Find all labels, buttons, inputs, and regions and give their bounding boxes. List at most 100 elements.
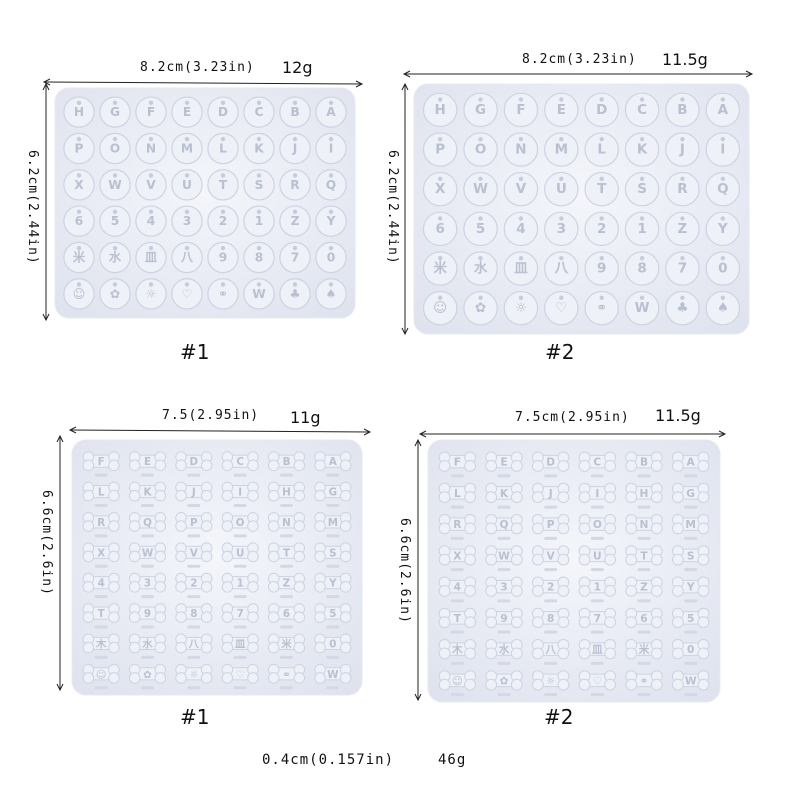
cavity-character: R bbox=[97, 517, 105, 529]
cavity: Z bbox=[665, 211, 700, 247]
cavity: ♠ bbox=[705, 290, 741, 326]
tray-body bbox=[413, 83, 750, 335]
cavity-character: Y bbox=[326, 214, 336, 228]
cavity: 皿 bbox=[578, 638, 617, 665]
cavity-character: X bbox=[74, 178, 84, 192]
cavity-character: 八 bbox=[180, 251, 194, 265]
cavity: 4 bbox=[82, 572, 120, 599]
cavity: 0 bbox=[671, 638, 710, 665]
cavity: I bbox=[578, 482, 617, 509]
cavity-character: W bbox=[142, 547, 154, 559]
cavity: F bbox=[503, 92, 539, 128]
cavity: B bbox=[665, 92, 700, 128]
mold-number: #2 bbox=[544, 705, 574, 729]
cavity-character: R bbox=[677, 181, 688, 197]
cavity-character: D bbox=[596, 102, 607, 118]
cavity: J bbox=[531, 482, 570, 509]
cavity-character: H bbox=[435, 102, 446, 118]
cavity-character: 1 bbox=[637, 221, 646, 237]
height-label: 6.6cm(2.6in) bbox=[397, 518, 412, 624]
cavity-character: M bbox=[555, 142, 568, 158]
cavity: D bbox=[531, 451, 570, 478]
cavity: 4 bbox=[438, 576, 477, 603]
cavity-character: ♣ bbox=[676, 300, 688, 316]
cavity-character: P bbox=[75, 142, 84, 156]
cavity-character: L bbox=[98, 487, 105, 499]
mold-number: #1 bbox=[180, 705, 210, 729]
cavity: Z bbox=[625, 576, 663, 603]
cavity: ☺ bbox=[422, 290, 458, 326]
cavity-character: S bbox=[255, 178, 264, 192]
cavity-character: 米 bbox=[281, 637, 292, 650]
cavity: 3 bbox=[128, 572, 167, 599]
cavity-character: T bbox=[640, 549, 648, 562]
cavity: G bbox=[671, 482, 710, 509]
cavity-character: 9 bbox=[500, 612, 507, 625]
width-label: 8.2cm(3.23in) bbox=[522, 52, 637, 67]
cavity: L bbox=[438, 482, 477, 509]
cavity: G bbox=[314, 481, 352, 507]
cavity: I bbox=[315, 132, 347, 165]
cavity: L bbox=[584, 132, 619, 167]
cavity: V bbox=[531, 545, 570, 572]
cavity: 2 bbox=[207, 205, 239, 237]
cavity-character: A bbox=[687, 456, 696, 469]
cavity: Q bbox=[485, 513, 523, 540]
cavity: Y bbox=[705, 211, 741, 247]
cavity: R bbox=[665, 171, 700, 207]
weight-label: 11.5g bbox=[655, 406, 701, 425]
cavity-character: C bbox=[236, 456, 244, 468]
cavity-character: H bbox=[640, 487, 649, 500]
cavity-character: W bbox=[635, 300, 650, 316]
cavity: W bbox=[314, 663, 352, 690]
cavity-character: 水 bbox=[141, 637, 153, 650]
cavity: X bbox=[438, 545, 477, 572]
cavity-character: C bbox=[637, 102, 647, 118]
cavity-character: ☼ bbox=[146, 287, 157, 301]
cavity: U bbox=[171, 169, 203, 201]
cavity-character: S bbox=[329, 547, 336, 559]
cavity: 米 bbox=[422, 251, 458, 286]
cavity: G bbox=[99, 96, 131, 128]
cavity-character: F bbox=[516, 102, 525, 118]
cavity-character: Q bbox=[717, 181, 728, 197]
cavity: ✿ bbox=[463, 290, 498, 326]
cavity-character: U bbox=[556, 181, 567, 197]
cavity-character: 米 bbox=[73, 250, 86, 265]
cavity-character: ⚭ bbox=[282, 669, 291, 681]
cavity-character: N bbox=[282, 517, 291, 529]
cavity-character: 米 bbox=[638, 643, 650, 656]
cavity: E bbox=[485, 451, 523, 478]
cavity-character: E bbox=[183, 105, 191, 119]
cavity: W bbox=[671, 670, 710, 697]
cavity-character: 米 bbox=[433, 260, 447, 277]
cavity: L bbox=[207, 132, 239, 165]
cavity-character: J bbox=[191, 487, 196, 499]
cavity: 水 bbox=[99, 241, 131, 274]
cavity: 2 bbox=[175, 572, 213, 599]
cavity-character: W bbox=[327, 669, 339, 681]
cavity-character: 6 bbox=[75, 214, 84, 228]
cavity: ✿ bbox=[128, 663, 167, 690]
cavity: C bbox=[221, 451, 259, 477]
cavity-character: S bbox=[687, 549, 695, 562]
cavity-character: ♡ bbox=[593, 674, 603, 687]
cavity: S bbox=[314, 542, 352, 568]
cavity-character: A bbox=[718, 102, 729, 118]
cavity-character: 1 bbox=[255, 214, 264, 228]
cavity-character: O bbox=[593, 518, 602, 531]
cavity: 5 bbox=[314, 603, 352, 629]
cavity-character: 2 bbox=[547, 581, 554, 594]
cavity-character: 0 bbox=[718, 261, 727, 277]
cavity-character: R bbox=[453, 518, 461, 531]
cavity-character: P bbox=[190, 517, 198, 529]
cavity-character: ✿ bbox=[500, 674, 509, 687]
cavity: F bbox=[82, 451, 120, 477]
cavity: ☼ bbox=[135, 278, 167, 310]
cavity: H bbox=[625, 482, 663, 509]
cavity: I bbox=[705, 132, 741, 167]
cavity: 0 bbox=[315, 241, 347, 274]
width-label: 7.5cm(2.95in) bbox=[515, 410, 630, 425]
cavity-character: D bbox=[546, 456, 555, 469]
cavity-character: H bbox=[74, 105, 84, 119]
